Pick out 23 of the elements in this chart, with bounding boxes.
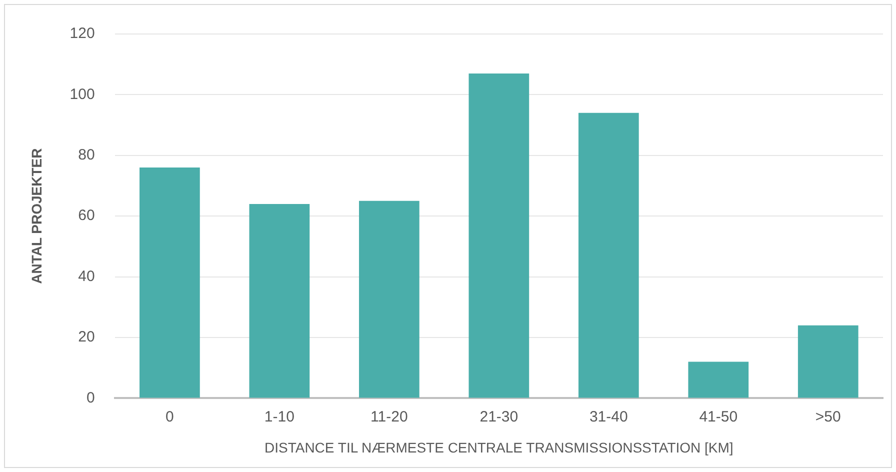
x-tick-label: 41-50 xyxy=(699,408,738,426)
x-tick-label: 21-30 xyxy=(480,408,518,426)
y-tick-label: 100 xyxy=(70,86,95,103)
bar xyxy=(249,204,310,398)
bar xyxy=(468,73,530,398)
x-tick-label: 1-10 xyxy=(264,408,294,426)
bar xyxy=(578,112,639,398)
x-tick-label: 31-40 xyxy=(589,408,628,426)
bar xyxy=(140,168,200,398)
y-tick-label: 40 xyxy=(78,268,95,285)
y-tick-label: 120 xyxy=(70,25,95,42)
x-tick-label: 11-20 xyxy=(370,408,408,426)
y-tick-label: 0 xyxy=(86,389,95,406)
y-tick-label: 20 xyxy=(78,328,95,346)
bar xyxy=(798,325,858,398)
y-tick-label: 80 xyxy=(78,146,95,164)
bar xyxy=(358,200,420,398)
bar xyxy=(688,362,749,398)
x-axis-title: DISTANCE TIL NÆRMESTE CENTRALE TRANSMISSIONSSTATION [KM] xyxy=(264,439,734,456)
y-axis-title: ANTAL PROJEKTER xyxy=(28,148,44,284)
y-tick-label: 60 xyxy=(78,207,95,224)
x-tick-label: 0 xyxy=(166,408,174,426)
x-tick-label: >50 xyxy=(815,408,841,426)
